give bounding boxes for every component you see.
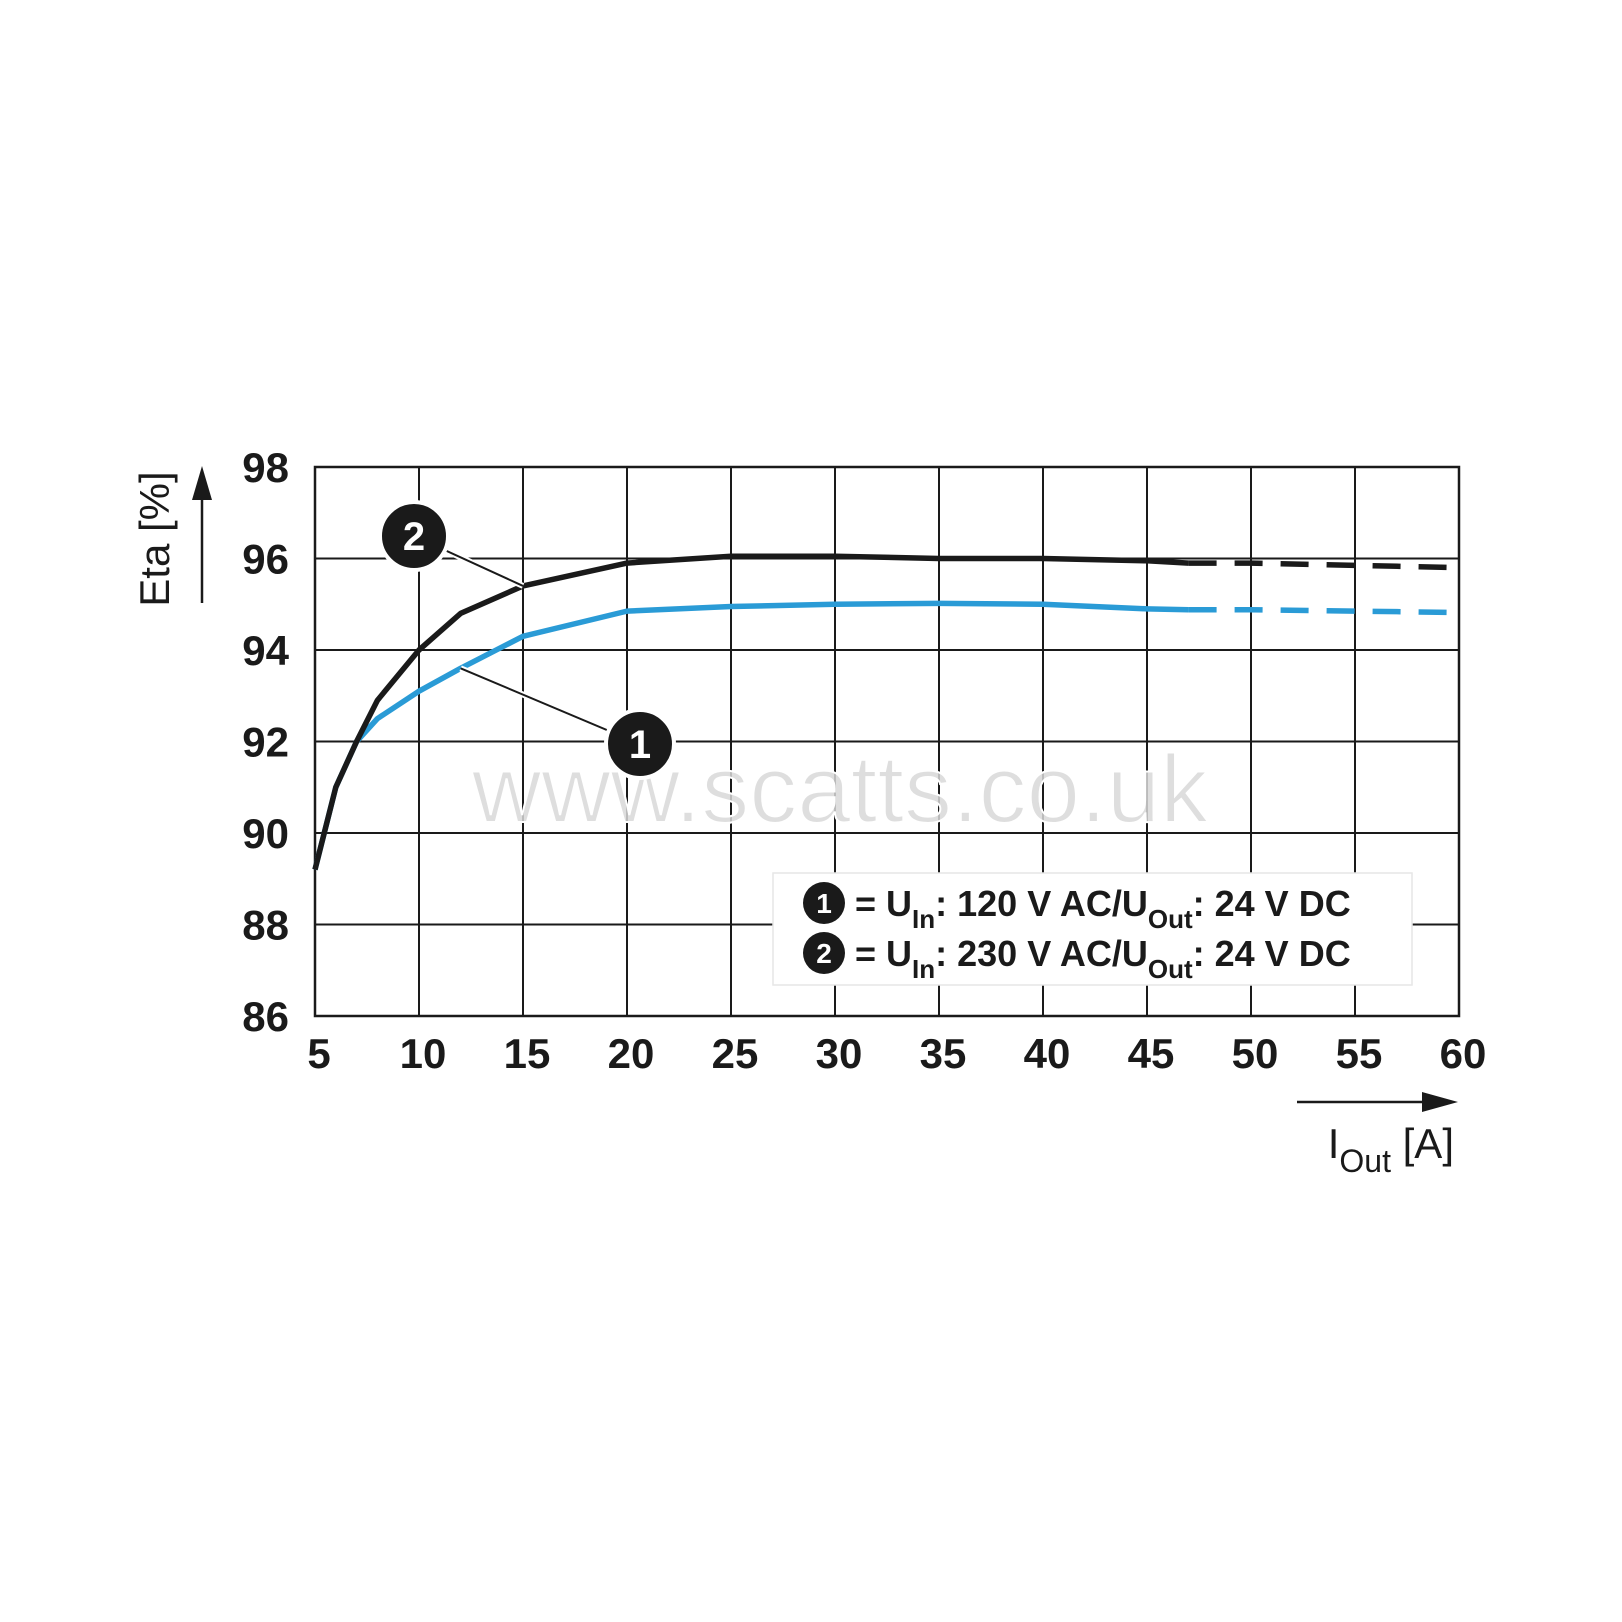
x-tick-label: 60 (1440, 1030, 1487, 1077)
legend-box (772, 872, 1413, 986)
series-line-dashed (1188, 606, 1460, 616)
legend-marker-label: 1 (816, 888, 832, 919)
legend-marker (803, 882, 845, 924)
y-axis-arrow-head (192, 466, 212, 500)
callout-circle (604, 708, 676, 780)
y-axis-label: Eta [%] (131, 471, 178, 606)
x-tick-label: 55 (1336, 1030, 1383, 1077)
y-tick-label: 96 (242, 536, 289, 583)
legend-subscript: Out (1148, 904, 1193, 934)
y-tick-label: 92 (242, 719, 289, 766)
legend-entry: = UIn: 120 V AC/UOut: 24 V DC (855, 883, 1351, 934)
x-tick-label: 35 (920, 1030, 967, 1077)
x-tick-label: 45 (1128, 1030, 1175, 1077)
legend-subscript: In (912, 954, 935, 984)
legend-entry: = UIn: 230 V AC/UOut: 24 V DC (855, 933, 1351, 984)
x-tick-label: 20 (608, 1030, 655, 1077)
callout-circle (378, 500, 450, 572)
legend-marker (803, 932, 845, 974)
x-axis-label-text: [A] (1391, 1120, 1454, 1167)
series-line (312, 553, 1189, 871)
y-tick-label: 94 (242, 627, 289, 674)
legend-subscript: In (912, 904, 935, 934)
x-axis-label: IOut [A] (1328, 1120, 1454, 1179)
y-tick-label: 86 (242, 993, 289, 1040)
callout-label: 1 (629, 723, 651, 767)
x-tick-label: 25 (712, 1030, 759, 1077)
y-tick-label: 90 (242, 810, 289, 857)
x-axis-arrow-head (1422, 1092, 1458, 1112)
legend-text: : 230 V AC/U (935, 933, 1148, 974)
x-tick-label: 10 (400, 1030, 447, 1077)
x-tick-label: 50 (1232, 1030, 1279, 1077)
legend-text: = U (855, 883, 912, 924)
legend-text: : 24 V DC (1193, 933, 1351, 974)
x-axis-label-subscript: Out (1339, 1143, 1391, 1179)
series-line-dashed (1188, 560, 1460, 571)
x-axis-label-text: I (1328, 1120, 1340, 1167)
y-tick-label: 98 (242, 444, 289, 491)
legend-text: : 120 V AC/U (935, 883, 1148, 924)
x-tick-label: 5 (307, 1030, 330, 1077)
legend-subscript: Out (1148, 954, 1193, 984)
legend-text: = U (855, 933, 912, 974)
legend-text: : 24 V DC (1193, 883, 1351, 924)
x-tick-label: 15 (504, 1030, 551, 1077)
watermark: www.scatts.co.uk (471, 736, 1209, 843)
y-tick-label: 88 (242, 902, 289, 949)
x-tick-label: 30 (816, 1030, 863, 1077)
legend-marker-label: 2 (816, 938, 832, 969)
plot-frame (313, 465, 1461, 1018)
x-tick-label: 40 (1024, 1030, 1071, 1077)
callout-label: 2 (403, 515, 425, 559)
